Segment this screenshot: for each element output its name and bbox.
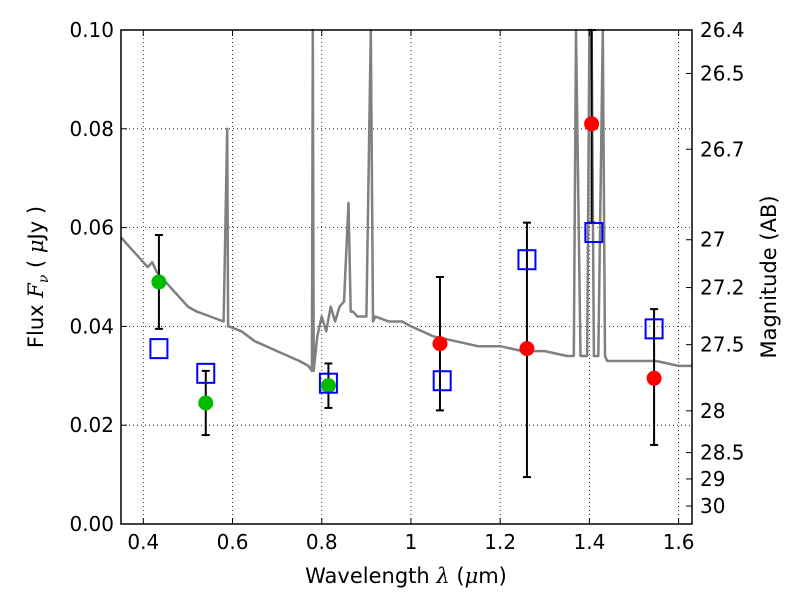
observed-point-red — [584, 116, 600, 132]
x-tick-label: 0.6 — [217, 530, 249, 554]
y2-axis-label: Magnitude (AB) — [757, 195, 781, 358]
model-flux-marker — [432, 370, 452, 392]
model-spectrum-line — [120, 28, 692, 373]
grid — [121, 29, 692, 525]
observed-point-red — [519, 341, 535, 357]
y2-tick-label: 28 — [700, 399, 725, 423]
observed-point-green — [151, 274, 167, 290]
model-flux-marker — [149, 338, 169, 360]
y-tick-label: 0.06 — [69, 216, 114, 240]
x-axis-label: Wavelength λ (μm) — [305, 564, 507, 588]
y2-tick-label: 26.7 — [700, 137, 745, 161]
y2-tick-label: 27.2 — [700, 276, 745, 300]
y-axis-label: Flux Fν ( μJy ) — [24, 206, 52, 348]
observed-point-red — [432, 336, 448, 352]
x-tick-label: 1 — [405, 530, 418, 554]
y-tick-label: 0.02 — [69, 413, 114, 437]
y2-tick-label: 27.5 — [700, 333, 745, 357]
y-tick-label: 0.04 — [69, 314, 114, 338]
y2-tick-label: 26.4 — [700, 18, 745, 42]
model-flux-marker — [196, 362, 216, 384]
x-tick-label: 1.2 — [484, 530, 516, 554]
y-tick-label: 0.08 — [69, 117, 114, 141]
x-tick-label: 1.4 — [573, 530, 605, 554]
y2-tick-label: 27 — [700, 228, 725, 252]
model-flux-marker — [644, 318, 664, 340]
y2-tick-label: 26.5 — [700, 61, 745, 85]
observed-point-red — [646, 370, 662, 386]
y2-tick-label: 30 — [700, 494, 725, 518]
y-tick-label: 0.10 — [69, 18, 114, 42]
x-tick-label: 0.4 — [127, 530, 159, 554]
model-flux-marker — [318, 372, 338, 394]
plot-frame — [120, 29, 693, 525]
y2-tick-label: 29 — [700, 467, 725, 491]
x-tick-label: 1.6 — [663, 530, 695, 554]
observed-point-green — [320, 378, 336, 394]
axes-ticks: 0.4 0.6 0.8 1 1.2 1.4 1.6 0.00 0.02 0.04 0.06 0.08 0… — [69, 18, 744, 554]
x-tick-label: 0.8 — [306, 530, 338, 554]
model-flux-marker — [584, 222, 604, 244]
observed-point-green — [198, 395, 214, 411]
model-flux-marker — [517, 249, 537, 271]
plot-area — [120, 28, 692, 479]
y-tick-label: 0.00 — [69, 512, 114, 536]
y2-tick-label: 28.5 — [700, 441, 745, 465]
